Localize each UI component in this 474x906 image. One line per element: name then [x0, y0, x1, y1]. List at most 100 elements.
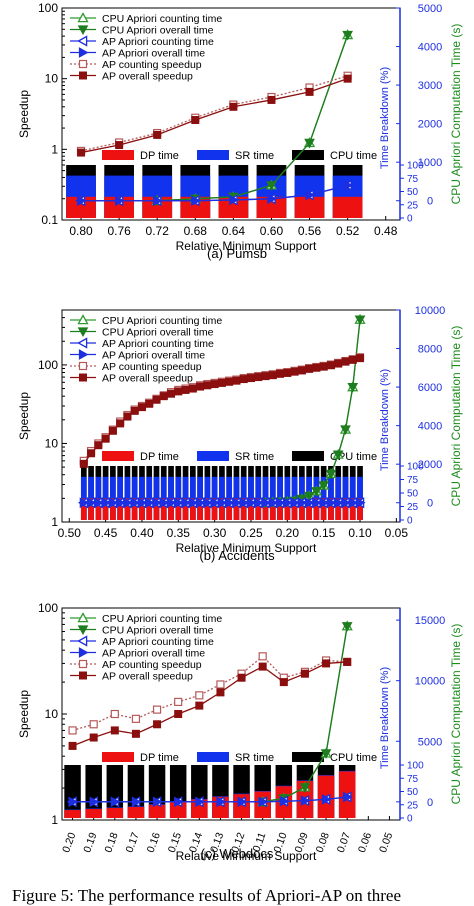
data-point	[101, 497, 112, 509]
breakdown-bar-dp	[88, 498, 94, 520]
y-tick-label: 0.1	[41, 213, 58, 227]
data-point	[68, 796, 79, 808]
breakdown-bar-dp	[256, 196, 287, 218]
breakdown-legend-swatch	[102, 752, 134, 762]
breakdown-bar-dp	[66, 196, 96, 218]
data-point	[110, 709, 119, 719]
data-point	[321, 794, 332, 805]
data-point	[203, 497, 213, 509]
data-point	[343, 657, 352, 666]
data-point	[203, 381, 212, 390]
legend-marker	[77, 337, 88, 349]
data-point	[290, 497, 301, 509]
data-point	[297, 366, 306, 375]
breakdown-legend-label: DP time	[140, 451, 179, 463]
data-point	[217, 378, 226, 387]
x-tick-label: 0.50	[58, 526, 82, 540]
x-tick-label: 0.56	[298, 224, 322, 238]
data-point	[237, 796, 248, 808]
data-point	[232, 376, 241, 385]
breakdown-bar-dp	[328, 498, 334, 520]
breakdown-tick-label: 25	[407, 800, 419, 811]
breakdown-bar-dp	[64, 810, 81, 818]
series-line	[157, 34, 349, 202]
breakdown-bar-dp	[294, 196, 325, 218]
breakdown-bar-dp	[204, 498, 211, 520]
legend-label: CPU Apriori counting time	[102, 315, 222, 327]
legend-label: AP overall speedup	[102, 71, 193, 83]
x-axis-label: Relative Minimum Support	[176, 849, 317, 863]
legend-marker	[77, 612, 89, 623]
data-point	[86, 497, 97, 509]
x-tick-label: 0.30	[203, 526, 227, 540]
right-blue-axis-label: Time Breakdown (%)	[379, 369, 391, 471]
legend-marker	[78, 47, 89, 58]
data-point	[261, 372, 270, 381]
data-point	[312, 363, 321, 372]
legend-marker	[78, 59, 88, 69]
data-point	[152, 705, 162, 714]
data-point	[341, 622, 353, 632]
data-point	[303, 491, 315, 502]
data-point	[79, 497, 90, 509]
breakdown-tick-label: 50	[407, 787, 419, 798]
breakdown-legend-label: DP time	[140, 150, 179, 162]
y-tick-label: 100	[38, 1, 58, 15]
x-axis-label: Relative Minimum Support	[176, 239, 317, 253]
series-cpu-apriori-overall-time	[260, 315, 366, 509]
data-point	[258, 796, 269, 808]
data-point	[216, 680, 225, 689]
series-line	[81, 184, 348, 202]
data-point	[87, 449, 96, 458]
legend-label: CPU Apriori counting time	[102, 13, 222, 25]
series-line	[80, 78, 348, 154]
breakdown-bar-dp	[175, 498, 182, 520]
data-point	[79, 459, 88, 468]
legend-marker	[77, 25, 89, 36]
data-point	[267, 193, 277, 205]
data-point	[210, 497, 221, 509]
data-point	[196, 497, 206, 509]
breakdown-tick-label: 25	[407, 200, 419, 211]
data-point	[181, 385, 190, 394]
breakdown-bar-dp	[277, 498, 283, 520]
breakdown-bar-dp	[284, 498, 291, 520]
data-point	[153, 130, 162, 139]
breakdown-tick-label: 0	[407, 814, 413, 825]
data-point	[246, 374, 255, 383]
y-tick-label: 1	[51, 142, 58, 156]
data-point	[131, 729, 140, 738]
legend-label: AP Apriori counting time	[102, 338, 214, 350]
data-point	[312, 497, 322, 509]
breakdown-tick-label: 50	[407, 187, 419, 198]
right-time-tick-label: 15000	[415, 615, 446, 627]
breakdown-legend-label: DP time	[140, 752, 179, 764]
data-point	[311, 487, 322, 497]
breakdown-bar-dp	[219, 498, 225, 520]
x-tick-label: 0.05	[377, 831, 395, 854]
data-point	[267, 95, 276, 104]
panel-caption: (c) Webdocs	[201, 846, 274, 861]
data-point	[110, 726, 119, 735]
breakdown-tick-label: 25	[407, 502, 419, 513]
breakdown-tick-label: 0	[407, 214, 413, 225]
legend-marker	[77, 625, 89, 636]
data-point	[188, 384, 197, 393]
data-point	[299, 783, 311, 793]
data-point	[342, 30, 353, 41]
data-point	[130, 497, 141, 509]
breakdown-bar-dp	[153, 498, 160, 520]
series-ap-apriori-overall-time	[68, 791, 353, 808]
y-tick-label: 100	[38, 601, 58, 615]
legend-label: AP Apriori overall time	[102, 648, 205, 660]
x-tick-label: 0.05	[385, 526, 409, 540]
breakdown-legend-swatch	[102, 451, 134, 461]
breakdown-legend-swatch	[197, 451, 229, 461]
data-point	[89, 720, 98, 729]
data-point	[110, 796, 121, 808]
data-point	[216, 688, 225, 697]
y-tick-label: 1	[51, 813, 58, 827]
